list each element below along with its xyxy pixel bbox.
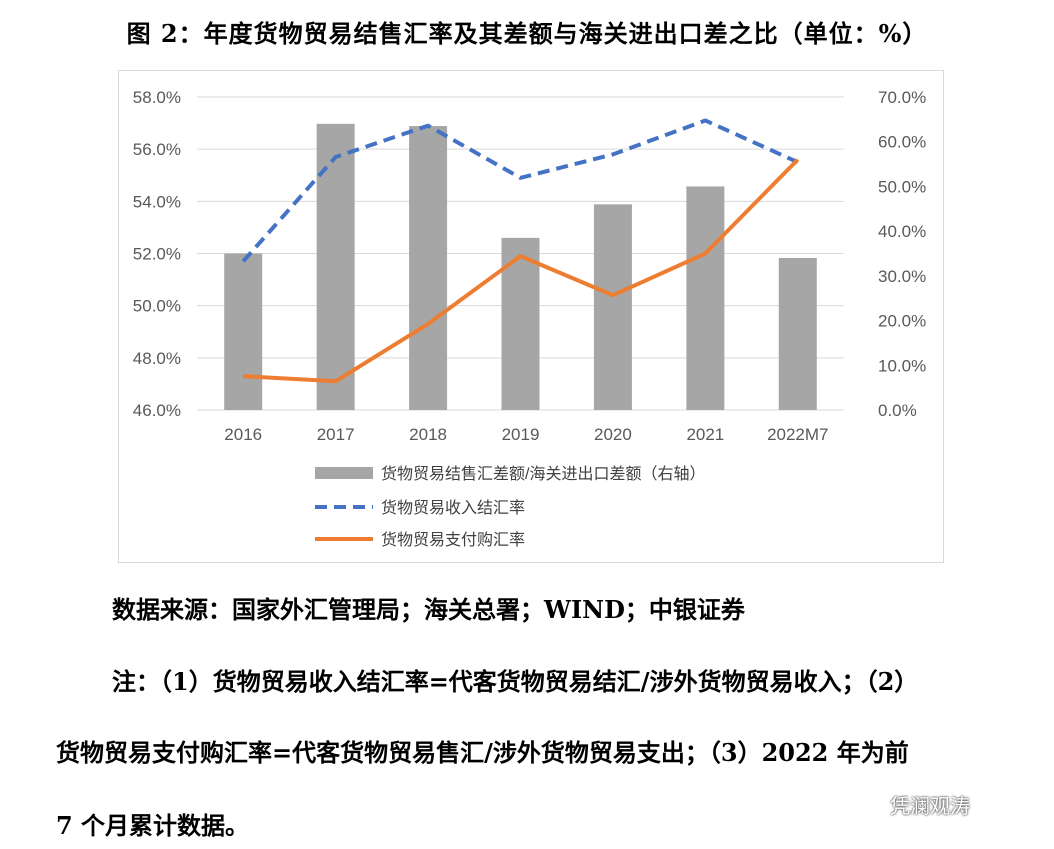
right-tick-label: 20.0% (878, 312, 926, 331)
left-tick-label: 58.0% (133, 88, 181, 107)
figure-title: 图 2：年度货物贸易结售汇率及其差额与海关进出口差之比（单位：%） (126, 19, 928, 48)
left-tick-label: 50.0% (133, 297, 181, 316)
x-tick-label: 2017 (317, 425, 355, 444)
x-tick-label: 2019 (502, 425, 540, 444)
legend-label: 货物贸易支付购汇率 (381, 531, 525, 549)
right-tick-label: 0.0% (878, 401, 917, 420)
right-tick-label: 30.0% (878, 267, 926, 286)
watermark: 凭澜观涛 (858, 790, 970, 819)
note-line-2: 货物贸易支付购汇率=代客货物贸易售汇/涉外货物贸易支出；（3）2022 年为前 (56, 738, 909, 767)
legend-label: 货物贸易结售汇差额/海关进出口差额（右轴） (381, 465, 705, 483)
x-tick-label: 2016 (224, 425, 262, 444)
left-tick-label: 48.0% (133, 349, 181, 368)
x-tick-label: 2022M7 (767, 425, 828, 444)
legend-swatch-bar (315, 467, 373, 479)
note-line-3: 7 个月累计数据。 (56, 811, 250, 840)
bar (778, 257, 817, 410)
right-tick-label: 10.0% (878, 356, 926, 375)
bar (409, 126, 448, 411)
line-series-income-settlement (241, 118, 799, 263)
right-tick-label: 40.0% (878, 222, 926, 241)
left-tick-label: 54.0% (133, 192, 181, 211)
note-line-1: 注：（1）货物贸易收入结汇率=代客货物贸易结汇/涉外货物贸易收入；（2） (112, 667, 919, 696)
wechat-icon (858, 794, 884, 814)
bar (686, 186, 725, 410)
watermark-text: 凭澜观涛 (890, 794, 970, 818)
bar (224, 253, 263, 410)
x-tick-label: 2020 (594, 425, 632, 444)
left-tick-label: 46.0% (133, 401, 181, 420)
line-series-payment-purchase (243, 158, 800, 384)
data-source: 数据来源：国家外汇管理局；海关总署；WIND；中银证券 (112, 595, 745, 624)
bar (593, 204, 632, 410)
x-tick-label: 2021 (686, 425, 724, 444)
legend-label: 货物贸易收入结汇率 (381, 499, 525, 517)
chart-frame: 46.0% 48.0% 50.0% 52.0% 54.0% 56.0% 58.0% 0.0% 1… (118, 70, 944, 563)
right-tick-label: 50.0% (878, 177, 926, 196)
chart-svg: 46.0% 48.0% 50.0% 52.0% 54.0% 56.0% 58.0% 0.0% 1… (133, 88, 926, 549)
bar (316, 123, 355, 411)
left-tick-label: 52.0% (133, 245, 181, 264)
left-tick-label: 56.0% (133, 140, 181, 159)
x-tick-label: 2018 (409, 425, 447, 444)
right-tick-label: 60.0% (878, 133, 926, 152)
right-tick-label: 70.0% (878, 88, 926, 107)
